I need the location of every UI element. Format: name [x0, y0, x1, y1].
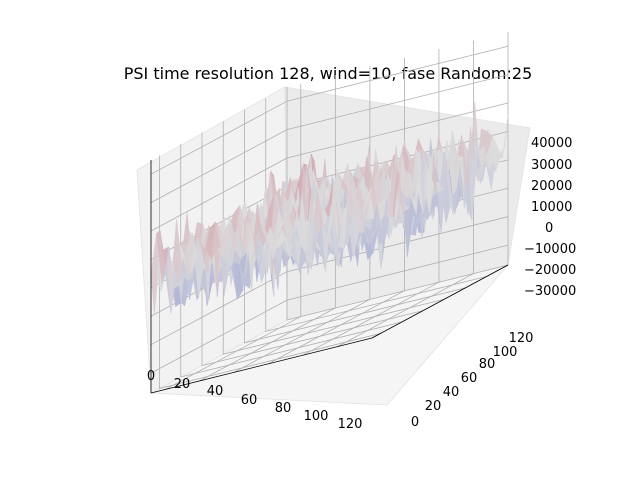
- gridline: [150, 216, 509, 346]
- y-tick-label: 0: [411, 415, 419, 430]
- z-tick-label: −30000: [524, 284, 576, 299]
- z-tick-label: −20000: [524, 263, 576, 278]
- x-tick-label: 100: [304, 409, 329, 424]
- x-tick-label: 40: [207, 384, 224, 399]
- x-tick-label: 80: [275, 401, 292, 416]
- z-tick-label: 0: [545, 221, 553, 236]
- gridline: [150, 74, 509, 203]
- y-tick-label: 120: [509, 331, 534, 346]
- y-tick-label: 60: [461, 371, 478, 386]
- gridline: [164, 83, 302, 390]
- y-axis-line: [150, 337, 373, 394]
- gridline: [268, 57, 405, 365]
- surface-facet: [366, 233, 376, 247]
- y-axis: 0 20 40 60 80 100 120: [411, 331, 534, 430]
- surface-mesh: [150, 101, 509, 315]
- gridline: [150, 244, 509, 374]
- z-tick-label: 20000: [531, 179, 572, 194]
- gridline: [244, 109, 466, 344]
- z-tick-label: 40000: [531, 136, 572, 151]
- z-tick-label: 30000: [531, 158, 572, 173]
- y-tick-label: 100: [493, 345, 518, 360]
- x-tick-label: 0: [147, 369, 155, 384]
- x-tick-label: 60: [241, 393, 258, 408]
- x-axis-line: [371, 264, 509, 339]
- y-tick-label: 20: [425, 399, 442, 414]
- gridline: [201, 132, 424, 367]
- x-tick-label: 20: [174, 377, 191, 392]
- axis-lines: [150, 160, 509, 394]
- gridline: [302, 49, 440, 356]
- z-axis: 40000 30000 20000 10000 0 −10000 −20000 …: [524, 136, 576, 299]
- y-tick-label: 40: [443, 385, 460, 400]
- gridline: [150, 45, 509, 175]
- gridline: [180, 144, 402, 378]
- chart-title: PSI time resolution 128, wind=10, fase R…: [124, 64, 533, 83]
- gridline: [150, 102, 509, 232]
- gridline: [199, 74, 336, 382]
- x-tick-label: 120: [338, 417, 363, 432]
- z-tick-label: −10000: [524, 242, 576, 257]
- gridline: [265, 98, 487, 332]
- gridline: [286, 87, 509, 321]
- x-axis: 0 20 40 60 80 100 120: [147, 369, 363, 432]
- gridline: [222, 121, 445, 355]
- axes-panes: [136, 86, 531, 406]
- y-tick-label: 80: [479, 357, 496, 372]
- gridline: [233, 66, 371, 373]
- z-tick-label: 10000: [531, 200, 572, 215]
